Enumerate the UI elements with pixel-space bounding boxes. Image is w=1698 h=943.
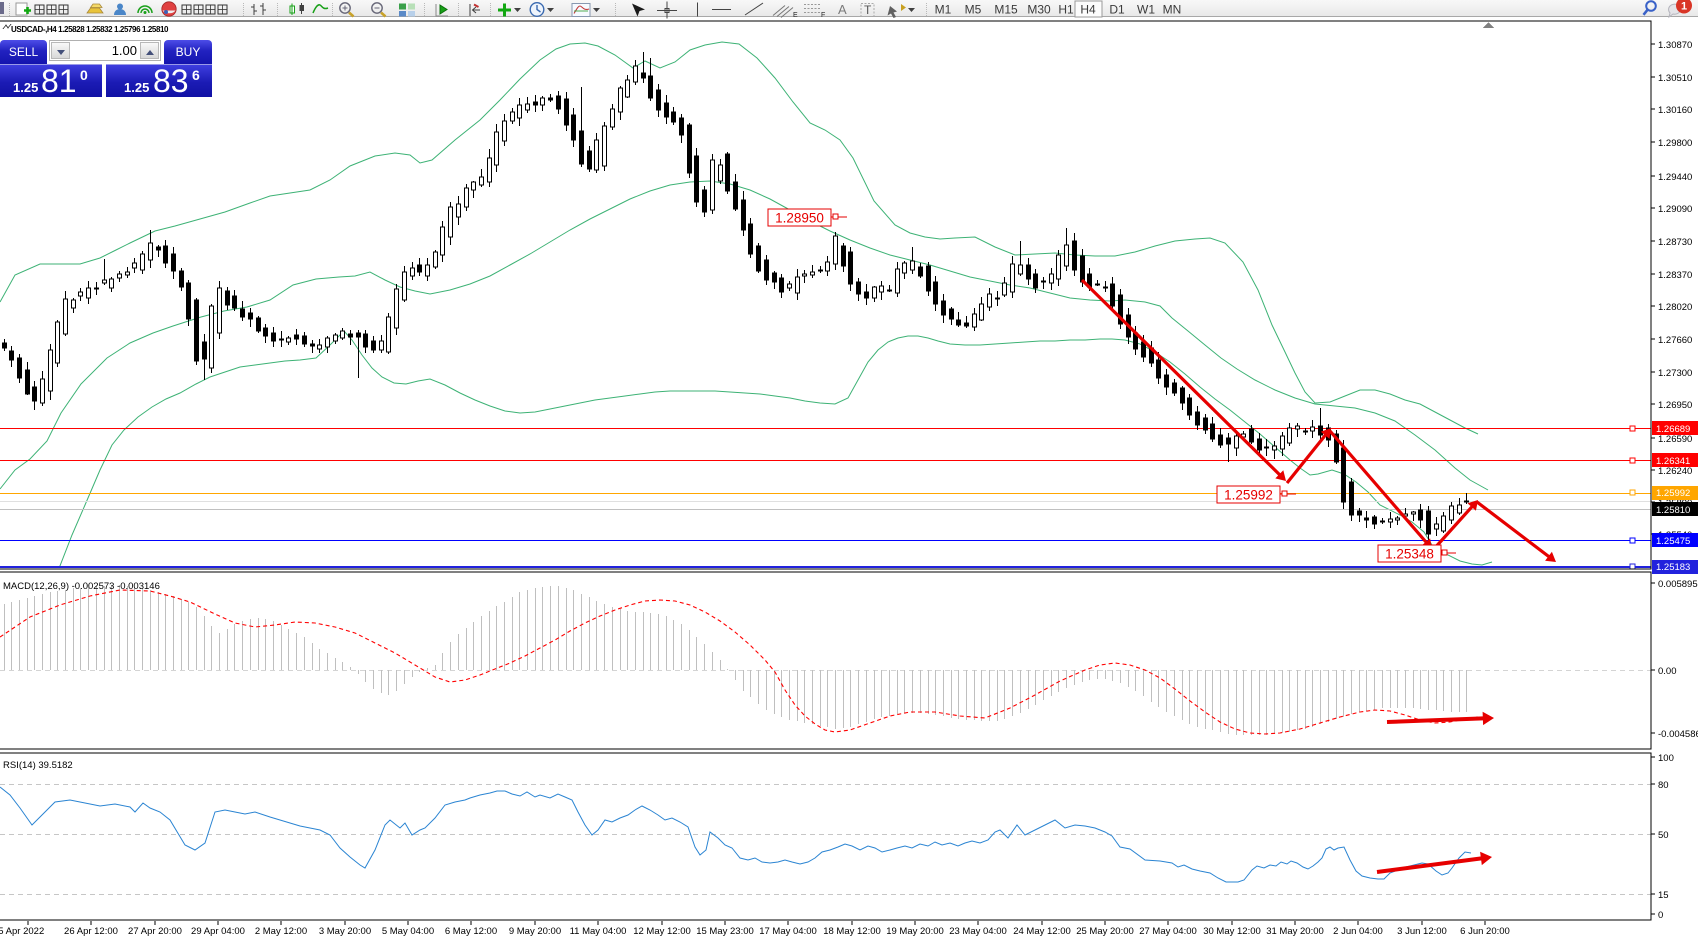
svg-text:1.26689: 1.26689 <box>1656 424 1690 435</box>
svg-text:15: 15 <box>1658 890 1669 901</box>
svg-text:USDCAD-,H4 1.25828 1.25832 1.: USDCAD-,H4 1.25828 1.25832 1.25796 1.258… <box>11 25 169 34</box>
svg-text:26 Apr 12:00: 26 Apr 12:00 <box>64 926 118 937</box>
svg-text:1.28020: 1.28020 <box>1658 302 1692 313</box>
svg-text:-0.004586: -0.004586 <box>1658 729 1698 740</box>
svg-text:24 May 12:00: 24 May 12:00 <box>1013 926 1071 937</box>
svg-text:M15: M15 <box>994 3 1018 17</box>
svg-text:1.25992: 1.25992 <box>1224 488 1273 503</box>
svg-text:1.25183: 1.25183 <box>1656 562 1690 573</box>
svg-text:1.30160: 1.30160 <box>1658 105 1692 116</box>
svg-text:MN: MN <box>1163 3 1182 17</box>
svg-text:MACD(12,26,9) -0.002573 -0.003: MACD(12,26,9) -0.002573 -0.003146 <box>3 581 160 592</box>
svg-text:1: 1 <box>1681 1 1687 13</box>
svg-text:1.29440: 1.29440 <box>1658 172 1692 183</box>
svg-text:19 May 20:00: 19 May 20:00 <box>886 926 944 937</box>
svg-text:H4: H4 <box>1080 3 1096 17</box>
svg-text:23 May 04:00: 23 May 04:00 <box>949 926 1007 937</box>
svg-text:27 May 04:00: 27 May 04:00 <box>1139 926 1197 937</box>
svg-text:5 May 04:00: 5 May 04:00 <box>382 926 434 937</box>
svg-text:H1: H1 <box>1058 3 1074 17</box>
svg-text:0.005895: 0.005895 <box>1658 579 1698 590</box>
svg-text:27 Apr 20:00: 27 Apr 20:00 <box>128 926 182 937</box>
svg-text:18 May 12:00: 18 May 12:00 <box>823 926 881 937</box>
svg-text:2 Jun 04:00: 2 Jun 04:00 <box>1333 926 1383 937</box>
svg-text:80: 80 <box>1658 780 1669 791</box>
svg-text:D1: D1 <box>1109 3 1125 17</box>
svg-text:1.25348: 1.25348 <box>1385 547 1434 562</box>
svg-text:F: F <box>821 12 825 19</box>
svg-text:30 May 12:00: 30 May 12:00 <box>1203 926 1261 937</box>
svg-text:1.27660: 1.27660 <box>1658 335 1692 346</box>
svg-text:1.25475: 1.25475 <box>1656 536 1690 547</box>
svg-text:25 May 20:00: 25 May 20:00 <box>1076 926 1134 937</box>
svg-text:0: 0 <box>1658 910 1663 921</box>
svg-text:12 May 12:00: 12 May 12:00 <box>633 926 691 937</box>
svg-text:3 May 20:00: 3 May 20:00 <box>319 926 371 937</box>
svg-text:17 May 04:00: 17 May 04:00 <box>759 926 817 937</box>
svg-text:100: 100 <box>1658 753 1674 764</box>
svg-text:1.26341: 1.26341 <box>1656 456 1690 467</box>
svg-text:M30: M30 <box>1027 3 1051 17</box>
svg-text:6 Jun 20:00: 6 Jun 20:00 <box>1460 926 1510 937</box>
svg-text:11 May 04:00: 11 May 04:00 <box>570 926 627 937</box>
svg-text:1.25992: 1.25992 <box>1656 488 1690 499</box>
svg-text:1.25810: 1.25810 <box>1656 505 1690 516</box>
svg-text:1.28730: 1.28730 <box>1658 237 1692 248</box>
svg-text:1.28370: 1.28370 <box>1658 270 1692 281</box>
svg-text:29 Apr 04:00: 29 Apr 04:00 <box>191 926 245 937</box>
svg-text:0.00: 0.00 <box>1658 666 1677 677</box>
svg-text:1.28950: 1.28950 <box>775 211 824 226</box>
svg-text:1.26950: 1.26950 <box>1658 400 1692 411</box>
svg-text:50: 50 <box>1658 830 1669 841</box>
svg-text:6 May 12:00: 6 May 12:00 <box>445 926 497 937</box>
svg-text:M1: M1 <box>935 3 952 17</box>
svg-text:1.26590: 1.26590 <box>1658 434 1692 445</box>
svg-text:31 May 20:00: 31 May 20:00 <box>1266 926 1324 937</box>
svg-text:M5: M5 <box>965 3 982 17</box>
svg-text:1.30870: 1.30870 <box>1658 40 1692 51</box>
svg-text:T: T <box>864 3 872 17</box>
svg-text:1.26240: 1.26240 <box>1658 466 1692 477</box>
svg-text:1.29090: 1.29090 <box>1658 204 1692 215</box>
svg-text:RSI(14) 39.5182: RSI(14) 39.5182 <box>3 760 73 771</box>
svg-text:1.29800: 1.29800 <box>1658 138 1692 149</box>
svg-text:1.30510: 1.30510 <box>1658 73 1692 84</box>
svg-text:A: A <box>838 2 847 17</box>
svg-text:3 Jun 12:00: 3 Jun 12:00 <box>1397 926 1447 937</box>
svg-text:25 Apr 2022: 25 Apr 2022 <box>0 926 44 937</box>
svg-text:9 May 20:00: 9 May 20:00 <box>509 926 561 937</box>
svg-text:W1: W1 <box>1137 3 1155 17</box>
svg-text:E: E <box>793 12 798 19</box>
svg-text:2 May 12:00: 2 May 12:00 <box>255 926 307 937</box>
svg-text:1.27300: 1.27300 <box>1658 368 1692 379</box>
svg-text:15 May 23:00: 15 May 23:00 <box>696 926 754 937</box>
